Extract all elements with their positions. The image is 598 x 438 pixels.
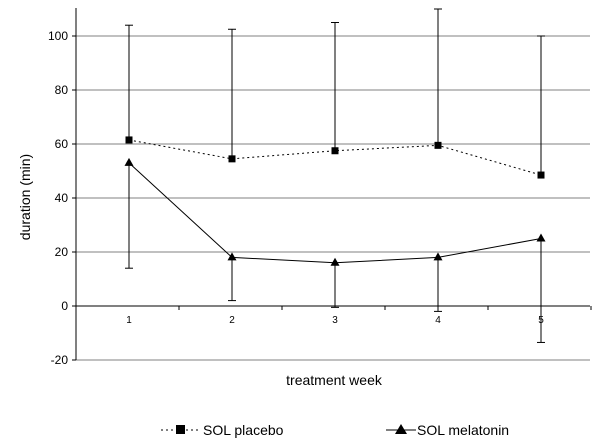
y-tick-label: 100 <box>48 29 68 43</box>
data-point-melatonin <box>433 252 443 261</box>
y-axis-title: duration (min) <box>17 154 33 240</box>
y-tick-labels: -20 0 20 40 60 80 100 <box>48 29 68 367</box>
y-tick-label: 0 <box>61 299 68 313</box>
x-axis-title: treatment week <box>286 372 383 388</box>
y-tick-label: 40 <box>55 191 69 205</box>
series-lines <box>128 139 542 264</box>
data-point-placebo <box>434 141 442 149</box>
legend-label-melatonin: SOL melatonin <box>417 422 509 438</box>
legend: SOL placebo SOL melatonin <box>161 422 509 438</box>
x-tick-label: 1 <box>126 315 132 326</box>
data-point-placebo <box>331 147 339 155</box>
x-tick-labels: 12345 <box>126 315 544 326</box>
data-point-melatonin <box>536 233 546 242</box>
legend-marker-placebo <box>176 425 185 434</box>
series-line-placebo <box>128 139 542 176</box>
gridlines <box>76 35 590 361</box>
legend-item-melatonin: SOL melatonin <box>386 422 509 438</box>
legend-label-placebo: SOL placebo <box>203 422 284 438</box>
legend-item-placebo: SOL placebo <box>161 422 284 438</box>
y-tick-label: -20 <box>51 353 69 367</box>
data-point-placebo <box>228 155 236 163</box>
data-point-melatonin <box>124 157 134 166</box>
data-point-placebo <box>125 136 133 144</box>
y-tick-label: 80 <box>55 83 69 97</box>
data-point-melatonin <box>227 252 237 261</box>
series-markers <box>124 136 546 266</box>
error-bars <box>125 8 545 343</box>
series-line-melatonin <box>128 162 542 264</box>
y-tick-label: 60 <box>55 137 69 151</box>
data-point-melatonin <box>330 257 340 266</box>
x-tick-label: 3 <box>332 315 338 326</box>
data-point-placebo <box>537 171 545 179</box>
legend-marker-melatonin <box>395 424 407 434</box>
x-tick-label: 4 <box>435 315 441 326</box>
x-tick-label: 2 <box>229 315 235 326</box>
y-tick-label: 20 <box>55 245 69 259</box>
axes <box>72 8 592 361</box>
